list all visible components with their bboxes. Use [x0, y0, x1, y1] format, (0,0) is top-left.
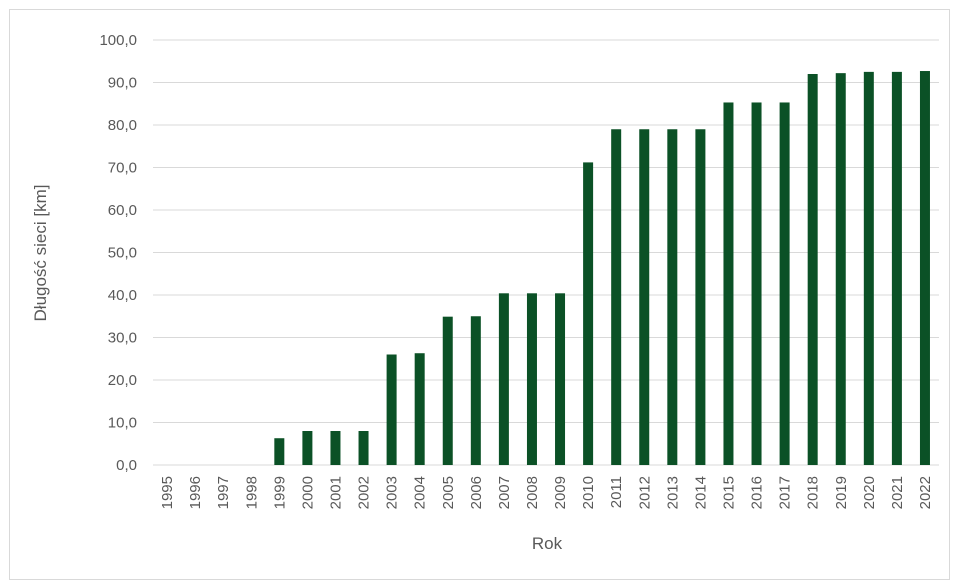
x-tick-label: 2016: [749, 476, 766, 509]
bar-2003: [386, 354, 397, 465]
y-tick-label: 40,0: [108, 287, 137, 304]
bar-2009: [555, 293, 566, 465]
bar-2018: [807, 74, 818, 465]
y-tick-label: 0,0: [116, 457, 137, 474]
y-axis-tick-labels: 0,0 10,0 20,0 30,0 40,0 50,0 60,0 70,0 80,0 90,0 1…: [99, 32, 137, 474]
bar-2011: [611, 129, 622, 465]
bar-2000: [302, 431, 313, 465]
bar-2004: [414, 353, 425, 465]
x-tick-label: 2018: [805, 476, 822, 509]
bar-2015: [723, 102, 734, 465]
y-tick-label: 20,0: [108, 372, 137, 389]
x-tick-label: 2001: [327, 476, 344, 509]
x-tick-label: 2004: [412, 476, 429, 509]
bar-2021: [891, 71, 902, 465]
bar-2022: [919, 71, 930, 466]
x-tick-label: 2005: [440, 476, 457, 509]
x-tick-label: 2013: [664, 476, 681, 509]
bar-2014: [695, 129, 706, 465]
x-tick-label: 1996: [187, 476, 204, 509]
y-tick-label: 50,0: [108, 245, 137, 262]
y-tick-label: 60,0: [108, 202, 137, 219]
x-tick-label: 2017: [777, 476, 794, 509]
bar-2019: [835, 73, 846, 466]
x-tick-label: 2003: [384, 476, 401, 509]
bars: [274, 71, 930, 466]
grid-lines: [153, 39, 939, 466]
x-tick-label: 2008: [524, 476, 541, 509]
bar-2005: [442, 316, 453, 465]
x-tick-label: 2020: [861, 476, 878, 509]
bar-2012: [639, 129, 650, 465]
x-axis-title: Rok: [532, 534, 563, 553]
x-tick-label: 1999: [271, 476, 288, 509]
y-tick-label: 90,0: [108, 75, 137, 92]
x-tick-label: 2012: [636, 476, 653, 509]
x-tick-label: 2014: [692, 476, 709, 509]
y-tick-label: 80,0: [108, 117, 137, 134]
x-tick-label: 2019: [833, 476, 850, 509]
bar-2010: [583, 162, 594, 465]
bar-2016: [751, 102, 762, 465]
bar-2020: [863, 71, 874, 465]
x-tick-label: 2015: [720, 476, 737, 509]
y-tick-label: 100,0: [99, 32, 137, 49]
bar-2008: [526, 293, 537, 465]
bar-2006: [470, 316, 481, 465]
x-tick-label: 2022: [917, 476, 934, 509]
bar-2013: [667, 129, 678, 465]
bar-2002: [358, 431, 369, 465]
x-tick-label: 2000: [299, 476, 316, 509]
bar-2007: [498, 293, 509, 465]
x-tick-label: 2006: [468, 476, 485, 509]
bar-1999: [274, 438, 285, 465]
x-tick-label: 2007: [496, 476, 513, 509]
y-tick-label: 10,0: [108, 415, 137, 432]
y-tick-label: 30,0: [108, 330, 137, 347]
x-tick-label: 2010: [580, 476, 597, 509]
x-tick-label: 2009: [552, 476, 569, 509]
x-tick-label: 1998: [243, 476, 260, 509]
bar-2001: [330, 431, 341, 465]
x-tick-label: 2011: [608, 476, 625, 508]
y-axis-title: Długość sieci [km]: [31, 185, 50, 322]
x-tick-label: 2002: [356, 476, 373, 509]
bar-2017: [779, 102, 790, 465]
x-axis-tick-labels: 1995 1996 1997 1998 1999 2000 2001 2002 2003 2004…: [159, 476, 934, 509]
y-tick-label: 70,0: [108, 160, 137, 177]
x-tick-label: 1997: [215, 476, 232, 509]
x-tick-label: 2021: [889, 476, 906, 509]
x-tick-label: 1995: [159, 476, 176, 509]
